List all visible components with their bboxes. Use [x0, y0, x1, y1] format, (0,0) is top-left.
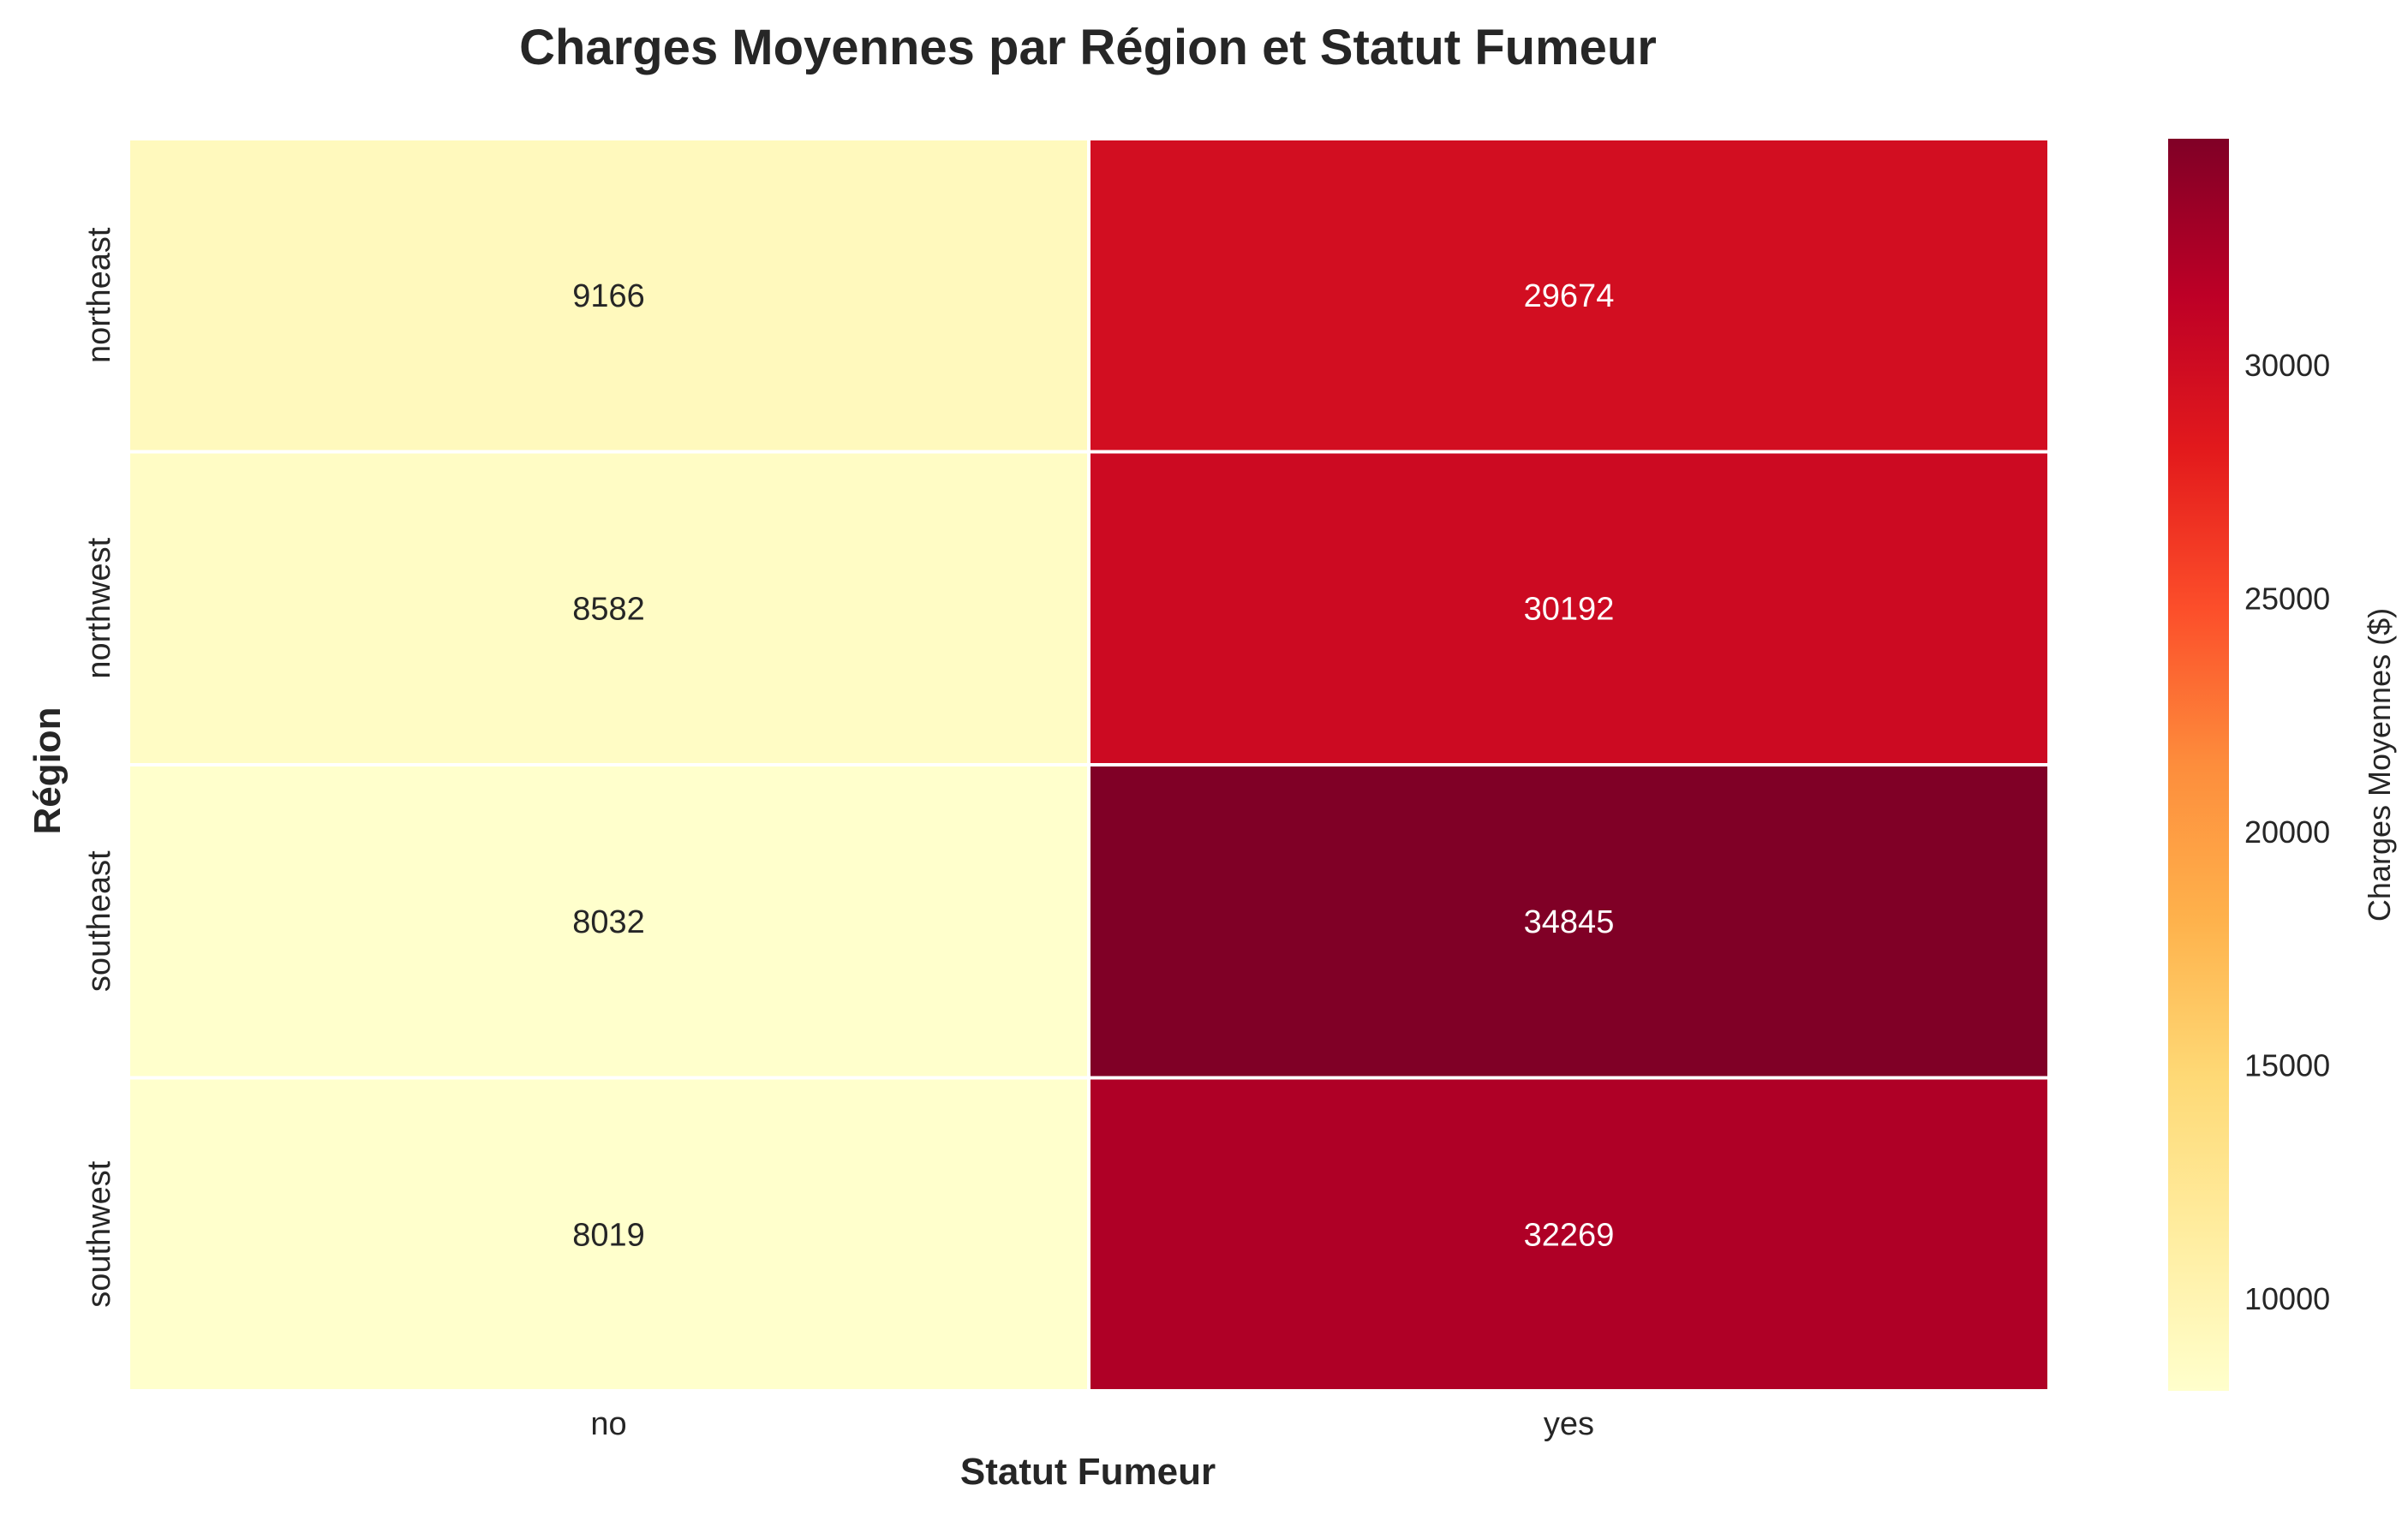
heatmap-cell-southwest-yes [1087, 1076, 2051, 1393]
colorbar-tick-10000: 10000 [2244, 1281, 2330, 1316]
y-axis-label: Région [27, 707, 69, 834]
heatmap-cell-northeast-no [127, 137, 1090, 454]
cell-annotation-southeast-no: 8032 [572, 904, 645, 940]
y-tick-label-southwest: southwest [81, 1160, 117, 1308]
x-axis-label: Statut Fumeur [960, 1451, 1216, 1493]
cell-annotation-southwest-yes: 32269 [1524, 1217, 1615, 1253]
heatmap-cell-northwest-no [127, 450, 1090, 766]
y-tick-label-northwest: northwest [81, 537, 117, 678]
heatmap-cell-northwest-yes [1087, 450, 2051, 766]
colorbar-tick-15000: 15000 [2244, 1048, 2330, 1083]
x-tick-label-no: no [590, 1406, 626, 1442]
cell-annotation-northwest-no: 8582 [572, 591, 645, 627]
colorbar [2168, 139, 2229, 1391]
heatmap-cells [127, 137, 2051, 1393]
colorbar-ticks: 10000 15000 20000 25000 30000 [2244, 348, 2330, 1316]
x-tick-label-yes: yes [1544, 1406, 1594, 1442]
colorbar-label: Charges Moyennes ($) [2362, 608, 2397, 922]
heatmap-cell-southwest-no [127, 1076, 1090, 1393]
y-tick-label-northeast: northeast [81, 227, 117, 363]
cell-annotations: 9166 29674 8582 30192 8032 34845 8019 32269 [572, 278, 1614, 1254]
colorbar-tick-20000: 20000 [2244, 814, 2330, 850]
chart-title: Charges Moyennes par Région et Statut Fu… [519, 20, 1657, 75]
colorbar-tick-30000: 30000 [2244, 348, 2330, 383]
cell-annotation-northwest-yes: 30192 [1524, 591, 1615, 627]
x-tick-labels: no yes [590, 1406, 1594, 1442]
y-tick-label-southeast: southeast [81, 850, 117, 992]
colorbar-tick-25000: 25000 [2244, 582, 2330, 617]
cell-annotation-northeast-yes: 29674 [1524, 278, 1615, 314]
cell-annotation-southeast-yes: 34845 [1524, 904, 1615, 940]
cell-annotation-northeast-no: 9166 [572, 278, 645, 314]
heatmap-cell-northeast-yes [1087, 137, 2051, 454]
cell-annotation-southwest-no: 8019 [572, 1217, 645, 1253]
y-tick-labels: northeast northwest southeast southwest [81, 227, 117, 1308]
